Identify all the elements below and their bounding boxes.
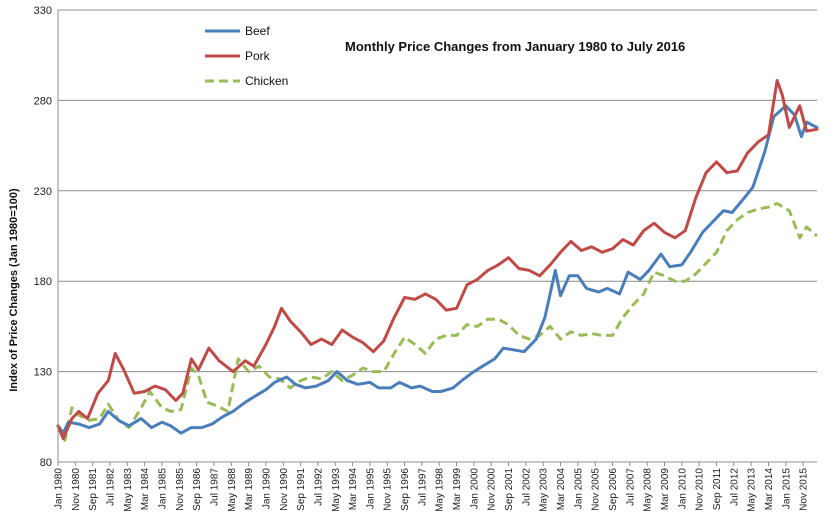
chart-title: Monthly Price Changes from January 1980 … [345,39,685,54]
x-tick-label: May 1993 [331,468,342,512]
x-tick-label: May 1983 [123,468,134,512]
x-tick-label: May 1988 [227,468,238,512]
x-tick-label: Sep 1991 [296,468,307,511]
x-tick-label: May 1998 [435,468,446,512]
y-axis-label: Index of Price Changes (Jan 1980=100) [8,188,20,392]
legend: Beef Pork Chicken [205,24,288,88]
x-tick-label: May 2003 [539,468,550,512]
x-tick-label: Mar 1994 [348,468,359,511]
x-tick-label: Mar 2004 [556,468,567,511]
series-line-beef [56,104,819,435]
x-tick-label: Jan 2010 [677,468,688,510]
x-tick-label: Sep 2011 [712,468,723,511]
x-tick-label: Mar 1999 [452,468,463,511]
x-tick-label: Nov 1995 [383,468,394,511]
y-tick-label: 180 [34,276,52,288]
gridlines [58,9,817,373]
x-tick-label: Jul 1987 [209,468,220,506]
x-tick-label: Jan 2015 [781,468,792,510]
x-tick-label: Mar 1989 [244,468,255,511]
x-tick-label: Nov 2005 [591,468,602,511]
x-tick-label: Jul 2007 [625,468,636,506]
series-line-chicken [56,202,818,442]
x-tick-label: Jan 1980 [54,468,65,510]
x-tick-label: Nov 2010 [695,468,706,511]
y-tick-label: 330 [34,5,52,17]
y-tick-label: 80 [40,457,52,469]
x-tick-label: Nov 1985 [175,468,186,511]
x-tick-label: Nov 1980 [71,468,82,511]
x-tick-label: Jan 1990 [261,468,272,510]
x-tick-label: Jul 1982 [105,468,116,506]
x-tick-label: Sep 1996 [400,468,411,511]
x-tick-label: Jan 1985 [157,468,168,510]
x-tick-label: Jul 2012 [729,468,740,506]
x-tick-label: Jul 1997 [417,468,428,506]
legend-label-beef: Beef [245,24,270,38]
x-tick-label: Mar 2009 [660,468,671,511]
x-tick-label: Nov 1990 [279,468,290,511]
x-tick-label: Mar 2014 [764,468,775,511]
x-axis-ticks: Jan 1980 Nov 1980 Sep 1981 Jul 1982 May 1983… [54,462,810,512]
x-tick-label: Sep 2001 [504,468,515,511]
x-tick-label: Jan 2000 [469,468,480,510]
x-tick-label: Nov 2015 [799,468,810,511]
series-lines [56,79,819,442]
x-tick-label: Jul 2002 [521,468,532,506]
x-tick-label: Sep 1981 [88,468,99,511]
y-tick-label: 130 [34,367,52,379]
x-tick-label: Mar 1984 [140,468,151,511]
x-tick-label: May 2013 [747,468,758,512]
x-tick-label: Jan 1995 [365,468,376,510]
axes [57,10,817,463]
y-axis-ticks: 80 130 180 230 280 330 [34,5,52,469]
legend-label-chicken: Chicken [245,74,288,88]
x-tick-label: Sep 1986 [192,468,203,511]
legend-label-pork: Pork [245,49,271,63]
x-tick-label: Jul 1992 [313,468,324,506]
x-tick-label: Nov 2000 [487,468,498,511]
series-line-pork [56,79,819,440]
y-tick-label: 230 [34,186,52,198]
y-tick-label: 280 [34,95,52,107]
x-tick-label: Sep 2006 [608,468,619,511]
x-tick-label: May 2008 [643,468,654,512]
x-tick-label: Jan 2005 [573,468,584,510]
